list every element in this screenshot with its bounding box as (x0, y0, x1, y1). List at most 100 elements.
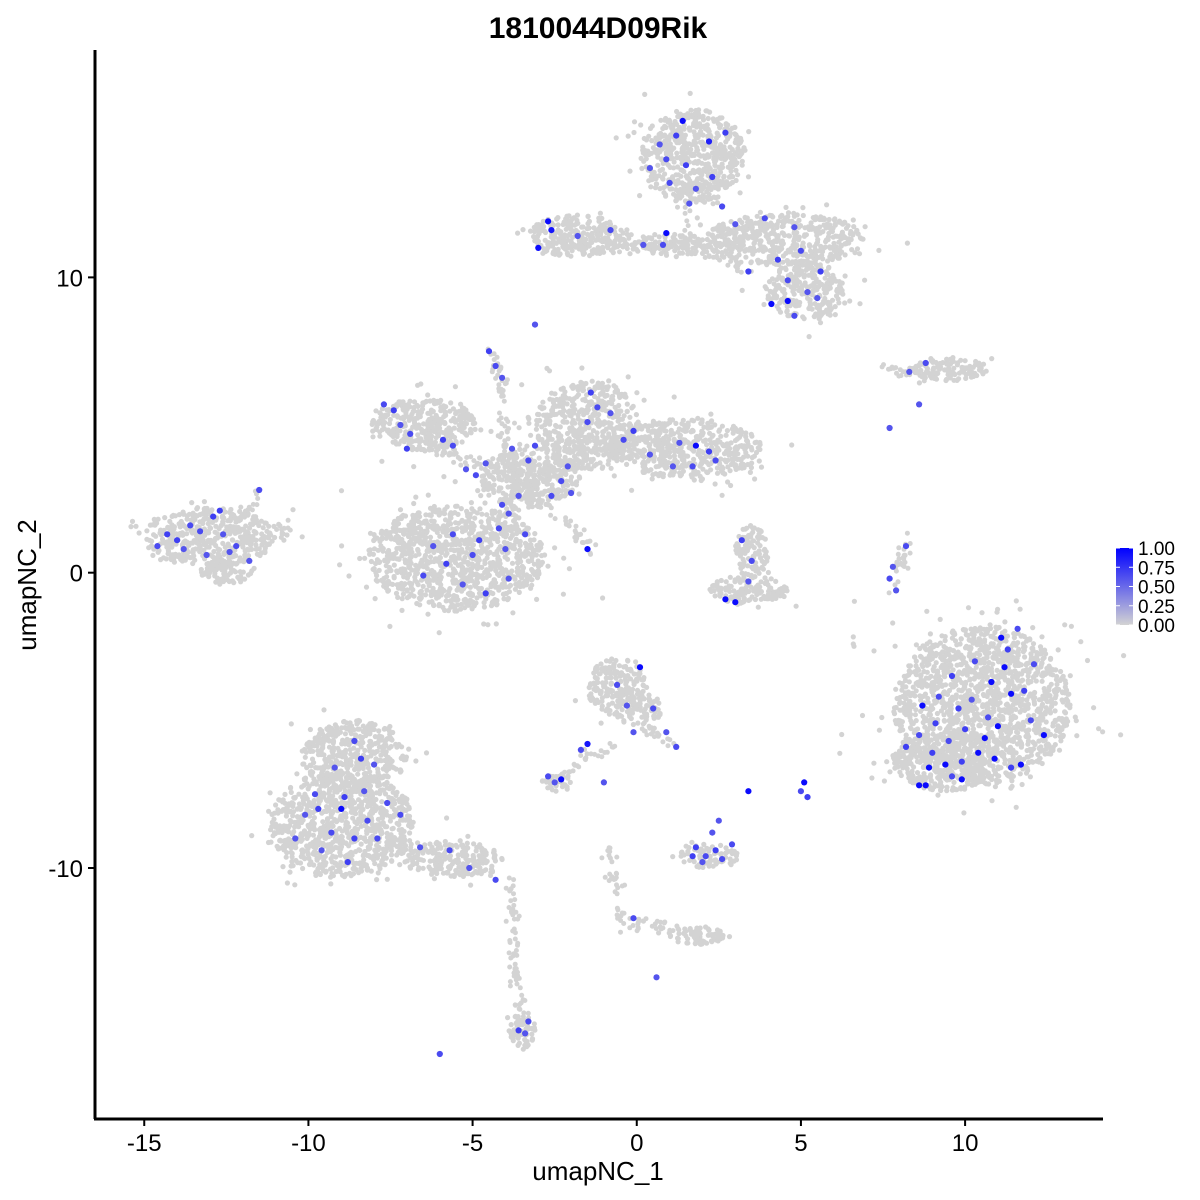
background-cell (701, 146, 707, 152)
background-cell (729, 163, 736, 170)
background-cell (600, 244, 606, 250)
background-cell (842, 300, 848, 306)
background-cell (493, 621, 499, 627)
background-cell (522, 447, 528, 453)
background-cell (448, 400, 454, 406)
background-cell (854, 246, 861, 252)
background-cell (529, 504, 536, 510)
background-cell (567, 396, 573, 402)
background-cell (574, 446, 580, 452)
background-cell (652, 420, 658, 426)
background-cell (501, 577, 507, 583)
background-cell (390, 555, 396, 562)
background-cell (687, 90, 693, 96)
background-cell (402, 569, 408, 575)
background-cell (634, 390, 640, 396)
background-cell (706, 185, 712, 191)
background-cell (628, 232, 634, 238)
background-cell (662, 132, 668, 138)
background-cell (567, 439, 574, 445)
background-cell (535, 411, 541, 417)
background-cell (472, 515, 478, 521)
background-cell (219, 567, 225, 573)
background-cell (690, 428, 696, 434)
background-cell (220, 519, 226, 525)
background-cell (850, 231, 856, 237)
background-cell (158, 532, 164, 538)
background-cell (596, 411, 602, 418)
background-cell (534, 542, 540, 549)
background-cell (586, 432, 592, 438)
background-cell (528, 552, 535, 558)
background-cell (171, 555, 177, 561)
background-cell (561, 555, 567, 561)
background-cell (704, 469, 710, 476)
background-cell (370, 434, 376, 440)
background-cell (775, 285, 782, 291)
background-cell (833, 251, 839, 257)
background-cell (660, 471, 667, 477)
background-cell (694, 135, 701, 141)
background-cell (391, 521, 397, 527)
background-cell (505, 597, 511, 603)
background-cell (827, 245, 833, 251)
background-cell (390, 439, 396, 445)
background-cell (527, 537, 534, 543)
background-cell (545, 563, 551, 569)
background-cell (391, 412, 397, 418)
background-cell (600, 227, 606, 233)
background-cell (682, 132, 689, 138)
background-cell (511, 574, 517, 580)
background-cell (783, 204, 789, 210)
background-cell (567, 231, 573, 237)
background-cell (732, 124, 738, 130)
background-cell (150, 552, 156, 559)
background-cell (913, 363, 919, 369)
background-cell (546, 488, 552, 494)
background-cell (189, 500, 195, 506)
background-cell (821, 222, 827, 228)
background-cell (639, 165, 645, 172)
background-cell (422, 552, 429, 558)
background-cell (732, 243, 738, 250)
background-cell (803, 263, 809, 269)
background-cell (978, 365, 984, 371)
background-cell (418, 526, 424, 532)
background-cell (719, 182, 725, 188)
background-cell (678, 472, 685, 478)
background-cell (689, 112, 695, 118)
background-cell (640, 468, 646, 474)
background-cell (625, 133, 631, 139)
background-cell (363, 584, 370, 590)
background-cell (236, 576, 242, 582)
background-cell (761, 244, 767, 250)
background-cell (813, 311, 819, 317)
background-cell (746, 129, 752, 135)
background-cell (542, 552, 548, 558)
background-cell (642, 448, 648, 454)
background-cell (645, 428, 652, 434)
background-cell (629, 487, 635, 493)
background-cell (546, 420, 552, 426)
background-cell (829, 280, 835, 286)
background-cell (410, 424, 416, 430)
background-cell (609, 396, 615, 402)
background-cell (691, 418, 697, 424)
background-cell (709, 232, 715, 239)
background-cell (260, 525, 266, 531)
background-cell (509, 560, 516, 566)
background-cell (800, 242, 806, 249)
background-cell (558, 401, 565, 408)
background-cell (557, 424, 563, 430)
background-cell (253, 546, 259, 552)
background-cell (230, 537, 236, 543)
background-cell (216, 526, 222, 532)
background-cell (807, 304, 813, 310)
background-cell (796, 266, 802, 272)
background-cell (691, 160, 697, 166)
background-cell (197, 519, 203, 525)
background-cell (703, 454, 709, 460)
background-cell (706, 128, 712, 135)
background-cell (680, 150, 687, 156)
